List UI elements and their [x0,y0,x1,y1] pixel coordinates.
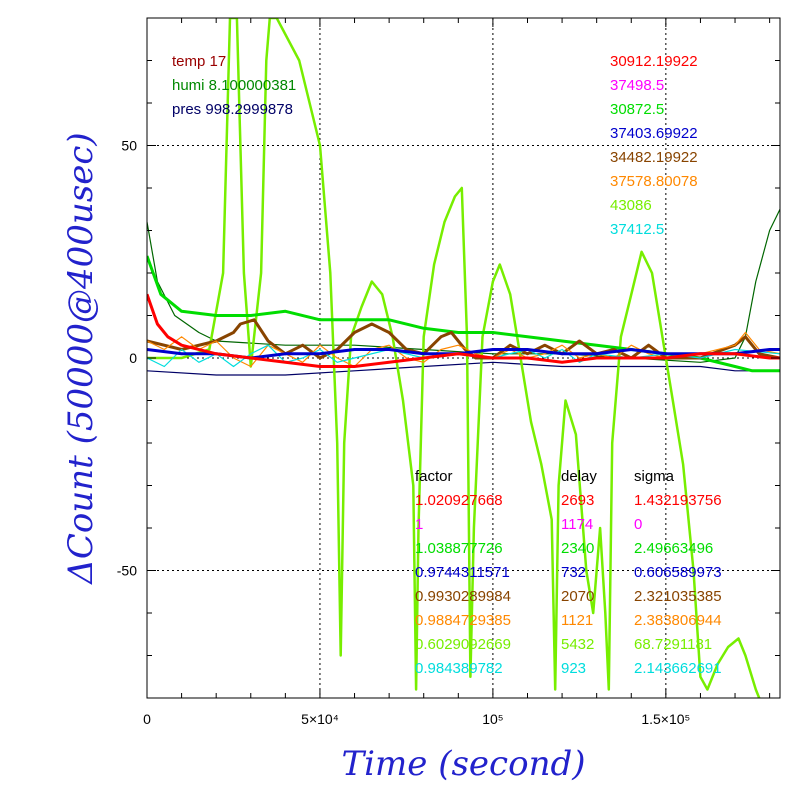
series-legend-label: 37403.69922 [610,125,698,142]
param-factor: 1.020927668 [415,492,503,509]
x-tick-label: 5×10⁴ [301,711,339,727]
x-tick-label: 10⁵ [482,711,503,727]
series-line [147,318,780,360]
param-delay: 2693 [561,492,594,509]
param-sigma: 2.383806944 [634,612,722,629]
env-label: temp 17 [172,53,226,70]
param-delay: 732 [561,564,586,581]
param-delay: 1121 [561,612,593,629]
param-factor: 0.984389782 [415,660,503,677]
param-sigma: 0 [634,516,642,533]
param-header-sigma: sigma [634,468,675,485]
param-header-delay: delay [561,468,597,485]
y-tick-label: 50 [121,138,137,154]
env-label: humi 8.100000381 [172,77,296,94]
series-legend-label: 34482.19922 [610,149,698,166]
param-delay: 923 [561,660,586,677]
x-axis-title: Time (second) [342,744,586,784]
x-tick-label: 0 [143,711,151,727]
param-factor: 0.9884729385 [415,612,511,629]
env-label: pres 998.2999878 [172,101,293,118]
param-factor: 1 [415,516,423,533]
series-legend-label: 37578.80078 [610,173,698,190]
y-tick-label: 0 [129,350,137,366]
param-factor: 0.6029092669 [415,636,511,653]
param-header-factor: factor [415,468,453,485]
annotations: temp 17 humi 8.100000381 pres 998.2999878 3… [172,53,722,677]
param-sigma: 0.606589973 [634,564,722,581]
tick-labels: 0 5×10⁴ 10⁵ 1.5×10⁵ 50 0 -50 [117,138,691,728]
series-line [147,255,780,373]
param-sigma: 2.143662691 [634,660,722,677]
series-legend-label: 30872.5 [610,101,664,118]
param-delay: 2340 [561,540,594,557]
param-factor: 0.9744311571 [415,564,510,581]
y-axis-title: ΔCount (50000@400usec) [61,132,101,585]
param-sigma: 1.432193756 [634,492,722,509]
param-delay: 2070 [561,588,594,605]
x-tick-label: 1.5×10⁵ [641,711,690,727]
series-line [147,209,780,363]
series-legend-label: 37498.5 [610,77,664,94]
series-line [147,18,761,698]
param-delay: 1174 [561,516,593,533]
param-sigma: 2.321035385 [634,588,722,605]
param-sigma: 2.49663496 [634,540,713,557]
param-sigma: 68.7291181 [634,636,712,653]
axis-ticks [146,17,780,699]
param-factor: 0.9930289984 [415,588,511,605]
series-legend-label: 37412.5 [610,221,664,238]
series-line [147,293,780,368]
series-line [147,331,780,368]
param-factor: 1.038877726 [415,540,503,557]
series-legend-label: 43086 [610,197,652,214]
y-tick-label: -50 [117,563,137,579]
series-legend-label: 30912.19922 [610,53,698,70]
series-lines [147,18,780,698]
param-delay: 5432 [561,636,594,653]
series-line [147,361,780,376]
